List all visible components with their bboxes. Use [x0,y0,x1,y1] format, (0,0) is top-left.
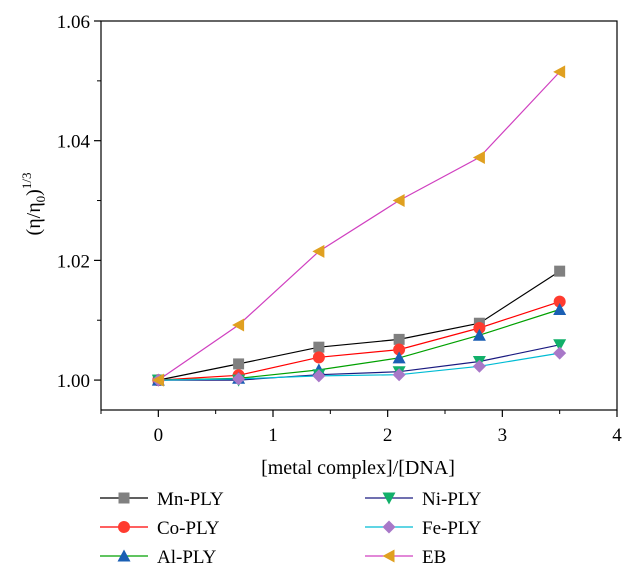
data-point-mn-ply [393,333,405,345]
legend-marker [118,521,130,533]
data-point-co-ply [553,295,566,308]
data-point-mn-ply [233,358,245,370]
y-tick-label: 1.06 [57,12,90,33]
y-axis-title-close: ) [23,189,45,196]
series-line-co-ply [158,301,560,381]
legend-item-eb: EB [365,547,446,568]
series-eb [151,65,566,387]
data-point-fe-ply [392,368,406,382]
data-point-eb [392,194,405,208]
series-line-mn-ply [158,270,561,381]
legend-item-co-ply: Co-PLY [100,518,220,539]
data-point-fe-ply [472,359,486,373]
data-point-mn-ply [313,341,325,353]
legend-label: Mn-PLY [157,489,224,510]
data-point-co-ply [312,351,325,364]
y-tick-label: 1.02 [57,251,90,272]
legend-marker [117,549,131,562]
legend: Mn-PLY Co-PLY Al-PLY Ni-PLY Fe-PLY EB [100,489,482,568]
data-point-ni-ply [553,339,567,352]
data-point-fe-ply [312,369,326,383]
legend-marker [118,492,130,504]
series-co-ply [152,295,566,387]
legend-item-mn-ply: Mn-PLY [100,489,224,510]
data-point-eb [312,244,325,258]
data-point-fe-ply [553,346,567,360]
legend-label: Co-PLY [157,518,220,539]
legend-label: Ni-PLY [422,489,482,510]
legend-marker [382,549,395,563]
series-fe-ply [151,346,567,387]
y-axis-title-subscript: 0 [33,196,48,203]
data-point-eb [151,373,164,387]
y-axis-title: (η/η0)1/3 [19,173,48,236]
data-point-eb [472,150,485,164]
legend-marker [382,520,396,534]
y-tick-label: 1.00 [57,371,90,392]
data-point-eb [553,65,566,79]
legend-item-fe-ply: Fe-PLY [365,518,482,539]
series-line-eb [157,71,561,381]
data-point-co-ply [473,322,486,335]
x-tick-label: 0 [154,425,164,446]
data-point-al-ply [553,302,567,315]
legend-label: Fe-PLY [422,518,482,539]
series-line-al-ply [158,308,560,381]
legend-item-ni-ply: Ni-PLY [365,489,482,510]
axes: 0 1 2 3 4 1.00 1.02 1.04 1.06 [57,12,623,446]
x-axis-title: [metal complex]/[DNA] [261,457,455,479]
legend-marker [382,492,396,505]
series-line-fe-ply [158,352,560,381]
y-axis-title-main: (η/η [23,202,45,235]
plot-frame [100,20,618,411]
x-tick-label: 3 [498,425,508,446]
data-point-eb [232,318,245,332]
y-tick-label: 1.04 [57,132,91,153]
series-layer [151,65,567,387]
x-tick-label: 4 [612,425,622,446]
x-tick-label: 1 [268,425,278,446]
data-point-fe-ply [232,372,246,386]
legend-label: Al-PLY [157,547,217,568]
data-point-mn-ply [554,265,566,277]
y-axis-title-superscript: 1/3 [19,173,34,190]
series-mn-ply [152,265,566,386]
data-point-co-ply [393,343,406,356]
legend-item-al-ply: Al-PLY [100,547,217,568]
legend-label: EB [422,547,446,568]
x-tick-label: 2 [383,425,393,446]
data-point-al-ply [392,351,406,364]
data-point-al-ply [472,328,486,341]
series-line-ni-ply [158,344,560,381]
